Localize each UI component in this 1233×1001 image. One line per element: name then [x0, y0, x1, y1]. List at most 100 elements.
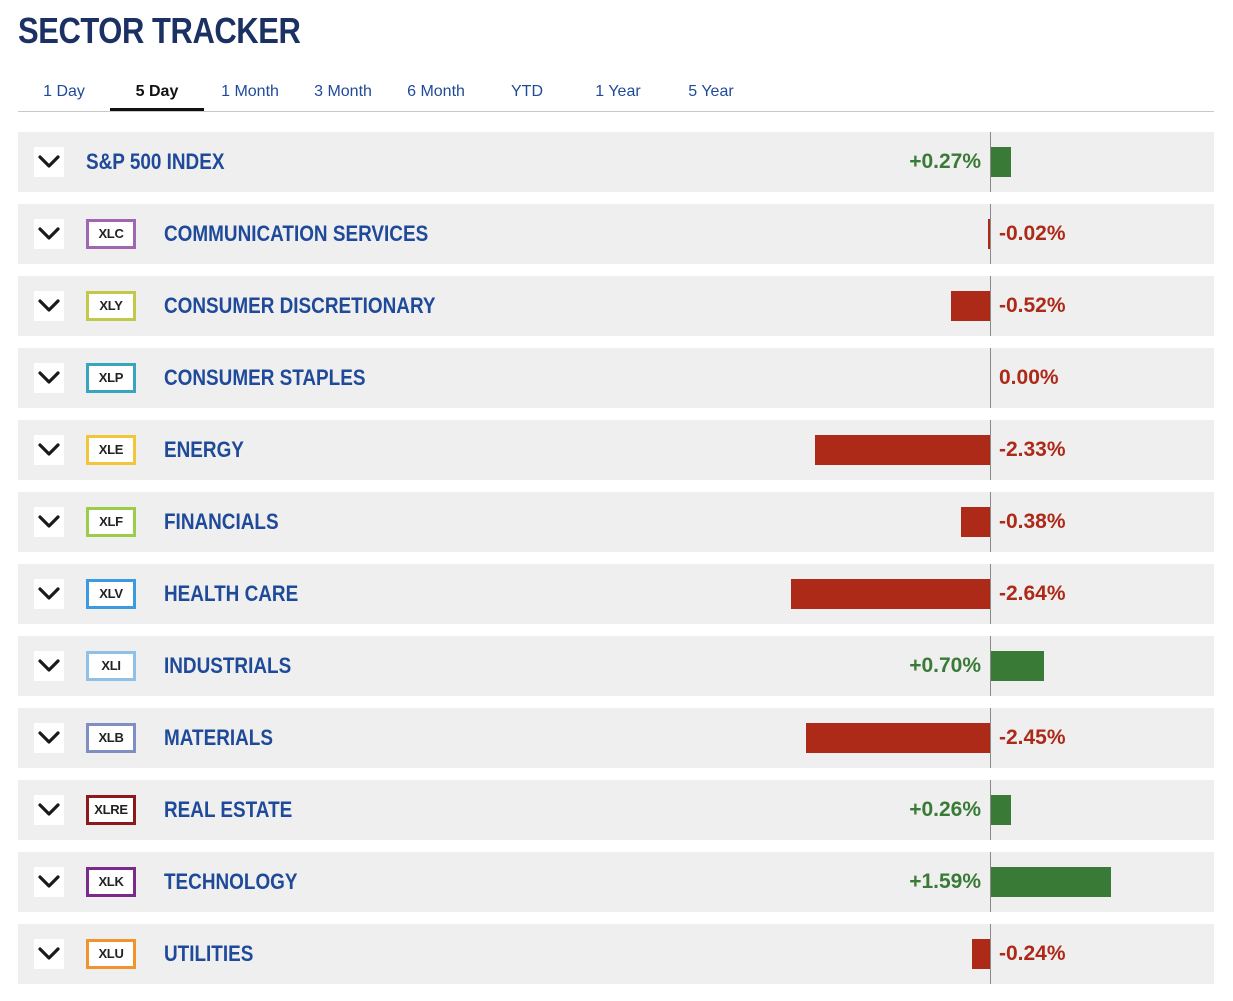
- timeframe-tabs: 1 Day 5 Day 1 Month 3 Month 6 Month YTD 1 Year…: [18, 76, 1214, 112]
- chevron-down-icon: [38, 155, 60, 168]
- zero-axis-line: [990, 204, 991, 264]
- expand-button[interactable]: [34, 867, 64, 897]
- sector-name[interactable]: TECHNOLOGY: [164, 869, 298, 894]
- zero-axis-line: [990, 132, 991, 192]
- expand-button[interactable]: [34, 435, 64, 465]
- percent-change-label: +0.27%: [909, 150, 981, 173]
- expand-button[interactable]: [34, 363, 64, 393]
- chevron-down-icon: [38, 371, 60, 384]
- sector-row[interactable]: S&P 500 INDEX +0.27%: [18, 132, 1214, 192]
- sector-row[interactable]: XLE ENERGY -2.33%: [18, 420, 1214, 480]
- sector-row[interactable]: XLRE REAL ESTATE +0.26%: [18, 780, 1214, 840]
- performance-bar: [991, 651, 1044, 681]
- ticker-badge: XLE: [86, 435, 136, 465]
- sector-row[interactable]: XLC COMMUNICATION SERVICES -0.02%: [18, 204, 1214, 264]
- zero-axis-line: [990, 420, 991, 480]
- performance-bar: [991, 867, 1111, 897]
- sector-name[interactable]: ENERGY: [164, 437, 244, 462]
- sector-name[interactable]: CONSUMER DISCRETIONARY: [164, 293, 436, 318]
- sector-name[interactable]: MATERIALS: [164, 725, 273, 750]
- performance-bar: [971, 939, 990, 969]
- zero-axis-line: [990, 276, 991, 336]
- zero-axis-line: [990, 852, 991, 912]
- percent-change-label: -0.24%: [999, 942, 1066, 965]
- percent-change-label: -2.45%: [999, 726, 1066, 749]
- sector-name[interactable]: INDUSTRIALS: [164, 653, 292, 678]
- tab-3-month[interactable]: 3 Month: [314, 83, 372, 100]
- ticker-badge: XLC: [86, 219, 136, 249]
- expand-button[interactable]: [34, 723, 64, 753]
- zero-axis-line: [990, 924, 991, 984]
- expand-button[interactable]: [34, 579, 64, 609]
- sector-row[interactable]: XLK TECHNOLOGY +1.59%: [18, 852, 1214, 912]
- zero-axis-line: [990, 564, 991, 624]
- chevron-down-icon: [38, 587, 60, 600]
- performance-bar: [814, 435, 990, 465]
- performance-bar: [988, 219, 990, 249]
- expand-button[interactable]: [34, 291, 64, 321]
- performance-bar: [805, 723, 990, 753]
- tab-5-day[interactable]: 5 Day: [110, 76, 204, 111]
- sector-row[interactable]: XLB MATERIALS -2.45%: [18, 708, 1214, 768]
- tab-6-month[interactable]: 6 Month: [407, 83, 465, 100]
- ticker-badge: XLY: [86, 291, 136, 321]
- sector-name[interactable]: COMMUNICATION SERVICES: [164, 221, 429, 246]
- ticker-badge: XLP: [86, 363, 136, 393]
- sector-name[interactable]: S&P 500 INDEX: [86, 149, 225, 174]
- zero-axis-line: [990, 348, 991, 408]
- ticker-badge: XLU: [86, 939, 136, 969]
- page-title: SECTOR TRACKER: [18, 10, 301, 51]
- percent-change-label: -0.38%: [999, 510, 1066, 533]
- performance-bar: [991, 795, 1011, 825]
- percent-change-label: +0.26%: [909, 798, 981, 821]
- percent-change-label: -0.02%: [999, 222, 1066, 245]
- tab-1-year[interactable]: 1 Year: [595, 83, 641, 100]
- chevron-down-icon: [38, 443, 60, 456]
- sector-row[interactable]: XLY CONSUMER DISCRETIONARY -0.52%: [18, 276, 1214, 336]
- sector-row[interactable]: XLV HEALTH CARE -2.64%: [18, 564, 1214, 624]
- chevron-down-icon: [38, 731, 60, 744]
- sector-row[interactable]: XLP CONSUMER STAPLES 0.00%: [18, 348, 1214, 408]
- ticker-badge: XLV: [86, 579, 136, 609]
- expand-button[interactable]: [34, 939, 64, 969]
- sector-name[interactable]: FINANCIALS: [164, 509, 279, 534]
- zero-axis-line: [990, 492, 991, 552]
- sector-name[interactable]: CONSUMER STAPLES: [164, 365, 366, 390]
- tab-1-month[interactable]: 1 Month: [221, 83, 279, 100]
- sector-row[interactable]: XLF FINANCIALS -0.38%: [18, 492, 1214, 552]
- chevron-down-icon: [38, 515, 60, 528]
- percent-change-label: -2.64%: [999, 582, 1066, 605]
- sector-row[interactable]: XLU UTILITIES -0.24%: [18, 924, 1214, 984]
- zero-axis-line: [990, 780, 991, 840]
- expand-button[interactable]: [34, 219, 64, 249]
- ticker-badge: XLB: [86, 723, 136, 753]
- percent-change-label: +1.59%: [909, 870, 981, 893]
- tab-ytd[interactable]: YTD: [511, 83, 543, 100]
- expand-button[interactable]: [34, 147, 64, 177]
- percent-change-label: +0.70%: [909, 654, 981, 677]
- chevron-down-icon: [38, 227, 60, 240]
- chevron-down-icon: [38, 659, 60, 672]
- ticker-badge: XLI: [86, 651, 136, 681]
- expand-button[interactable]: [34, 651, 64, 681]
- ticker-badge: XLK: [86, 867, 136, 897]
- ticker-badge: XLF: [86, 507, 136, 537]
- performance-bar: [991, 147, 1012, 177]
- chevron-down-icon: [38, 299, 60, 312]
- sector-row[interactable]: XLI INDUSTRIALS +0.70%: [18, 636, 1214, 696]
- ticker-badge: XLRE: [86, 795, 136, 825]
- percent-change-label: -2.33%: [999, 438, 1066, 461]
- performance-bar: [961, 507, 990, 537]
- sector-name[interactable]: HEALTH CARE: [164, 581, 299, 606]
- expand-button[interactable]: [34, 795, 64, 825]
- sector-name[interactable]: REAL ESTATE: [164, 797, 293, 822]
- chevron-down-icon: [38, 875, 60, 888]
- performance-bar: [791, 579, 990, 609]
- tab-5-year[interactable]: 5 Year: [688, 83, 734, 100]
- percent-change-label: -0.52%: [999, 294, 1066, 317]
- expand-button[interactable]: [34, 507, 64, 537]
- tab-1-day[interactable]: 1 Day: [43, 83, 85, 100]
- chevron-down-icon: [38, 803, 60, 816]
- sector-name[interactable]: UTILITIES: [164, 941, 254, 966]
- zero-axis-line: [990, 636, 991, 696]
